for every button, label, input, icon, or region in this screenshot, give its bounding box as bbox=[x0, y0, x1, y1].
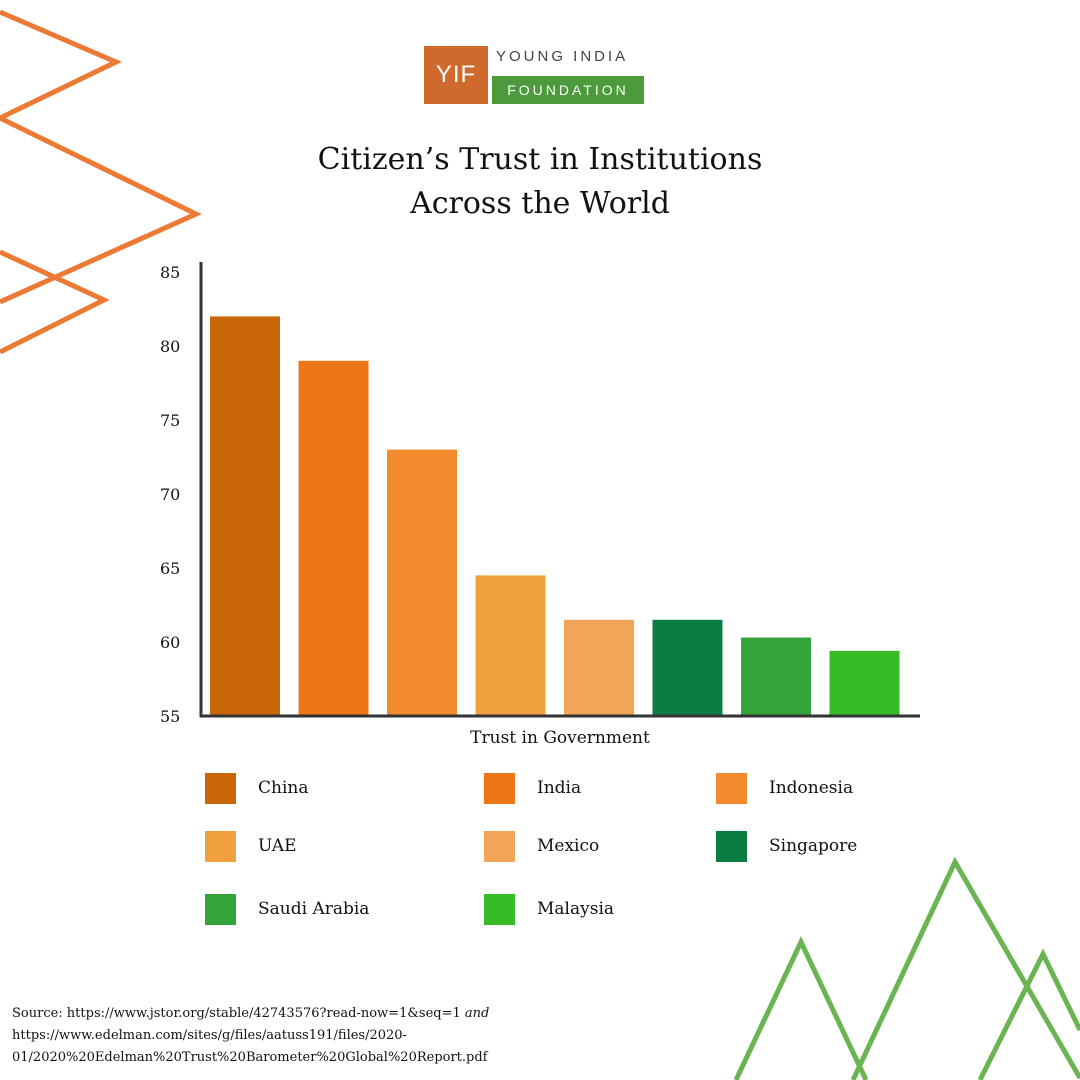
y-tick-label: 60 bbox=[160, 633, 180, 652]
bar-india bbox=[298, 360, 369, 716]
source-connector: and bbox=[464, 1006, 490, 1021]
bar-singapore bbox=[652, 619, 723, 716]
legend-item: China bbox=[205, 772, 308, 804]
green-mountains-decoration bbox=[733, 856, 1080, 1080]
source-line1: Source: https://www.jstor.org/stable/427… bbox=[12, 1006, 461, 1021]
bar-malaysia bbox=[829, 650, 900, 716]
legend-item: UAE bbox=[205, 830, 297, 862]
legend-item: Indonesia bbox=[716, 772, 853, 804]
legend-swatch bbox=[205, 830, 236, 862]
bar-mexico bbox=[564, 619, 634, 716]
y-tick-label: 75 bbox=[160, 411, 180, 430]
legend-swatch bbox=[716, 830, 747, 862]
source-line2: https://www.edelman.com/sites/g/files/aa… bbox=[12, 1028, 407, 1043]
legend-item: Saudi Arabia bbox=[205, 893, 369, 925]
legend-item: Malaysia bbox=[484, 893, 614, 925]
bar-saudi-arabia bbox=[741, 637, 811, 716]
legend-item: Singapore bbox=[716, 830, 857, 862]
bar-indonesia bbox=[387, 449, 457, 716]
legend-label: Indonesia bbox=[769, 778, 854, 798]
bar-uae bbox=[475, 575, 546, 716]
logo-line2: FOUNDATION bbox=[492, 76, 644, 104]
legend-label: China bbox=[258, 778, 309, 798]
chart-title-line1: Citizen’s Trust in Institutions bbox=[317, 142, 763, 177]
legend-swatch bbox=[484, 772, 515, 804]
legend-label: UAE bbox=[258, 836, 297, 856]
legend-swatch bbox=[205, 893, 236, 925]
legend-swatch bbox=[484, 830, 515, 862]
y-tick-label: 70 bbox=[160, 485, 180, 504]
logo-mark: YIF bbox=[424, 46, 488, 104]
logo-line1: YOUNG INDIA bbox=[496, 48, 629, 65]
chart-title: Citizen’s Trust in Institutions Across t… bbox=[240, 138, 840, 226]
legend-label: Mexico bbox=[537, 836, 600, 856]
legend-swatch bbox=[205, 772, 236, 804]
legend-item: Mexico bbox=[484, 830, 599, 862]
legend-label: India bbox=[537, 778, 582, 798]
legend-label: Saudi Arabia bbox=[258, 899, 370, 919]
source-line3: 01/2020%20Edelman%20Trust%20Barometer%20… bbox=[12, 1050, 488, 1065]
legend-label: Malaysia bbox=[537, 899, 615, 919]
yif-logo: YIF YOUNG INDIA FOUNDATION bbox=[424, 46, 646, 104]
y-tick-label: 55 bbox=[160, 707, 180, 726]
chart-title-line2: Across the World bbox=[410, 186, 670, 221]
legend-swatch bbox=[484, 893, 515, 925]
y-tick-label: 80 bbox=[160, 337, 180, 356]
legend-swatch bbox=[716, 772, 747, 804]
orange-zigzag-decoration bbox=[0, 9, 202, 355]
legend-item: India bbox=[484, 772, 581, 804]
legend-label: Singapore bbox=[769, 836, 858, 856]
bar-china bbox=[210, 316, 280, 716]
y-tick-label: 65 bbox=[160, 559, 180, 578]
source-note: Source: https://www.jstor.org/stable/427… bbox=[12, 1003, 772, 1069]
y-tick-label: 85 bbox=[160, 263, 180, 282]
x-axis-label: Trust in Government bbox=[470, 728, 650, 748]
